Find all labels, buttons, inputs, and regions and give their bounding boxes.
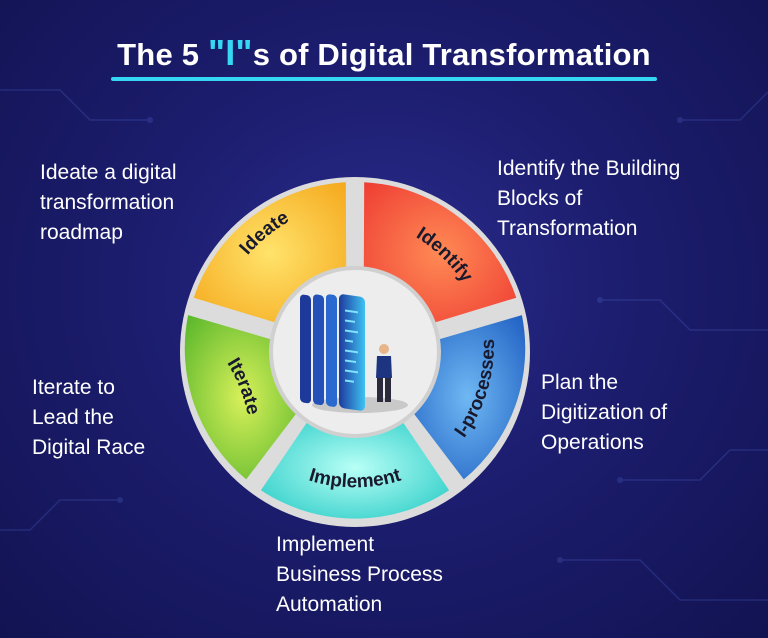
description-implement: Implement Business Process Automation — [276, 530, 443, 620]
description-line: Business Process — [276, 563, 443, 586]
description-line: Operations — [541, 431, 644, 454]
server-with-businessman-icon — [300, 294, 408, 413]
description-line: Blocks of — [497, 187, 583, 210]
title-prefix: The 5 — [117, 37, 208, 72]
description-line: transformation — [40, 191, 175, 214]
description-line: Transformation — [497, 217, 638, 240]
description-identify: Identify the Building Blocks of Transfor… — [497, 154, 680, 244]
description-ideate: Ideate a digital transformation roadmap — [40, 158, 177, 248]
description-line: Identify the Building — [497, 157, 681, 180]
description-line: Digital Race — [32, 436, 146, 459]
description-line: Digitization of — [541, 401, 668, 424]
description-line: Implement — [276, 533, 375, 556]
description-line: Iterate to — [32, 376, 115, 399]
segment-implement — [260, 416, 450, 519]
description-line: Ideate a digital — [40, 161, 177, 184]
segment-identify — [363, 182, 517, 324]
description-line: Automation — [276, 593, 383, 616]
segment-ideate — [193, 182, 347, 324]
description-iterate: Iterate to Lead the Digital Race — [32, 373, 145, 463]
title-underline — [111, 77, 657, 81]
title-suffix: s of Digital Transformation — [252, 37, 651, 72]
description-line: roadmap — [40, 221, 123, 244]
description-line: Plan the — [541, 371, 619, 394]
description-line: Lead the — [32, 406, 114, 429]
description-iprocesses: Plan the Digitization of Operations — [541, 368, 667, 458]
title-accent: "I" — [207, 32, 253, 73]
page-title: The 5 "I"s of Digital Transformation — [0, 32, 768, 74]
